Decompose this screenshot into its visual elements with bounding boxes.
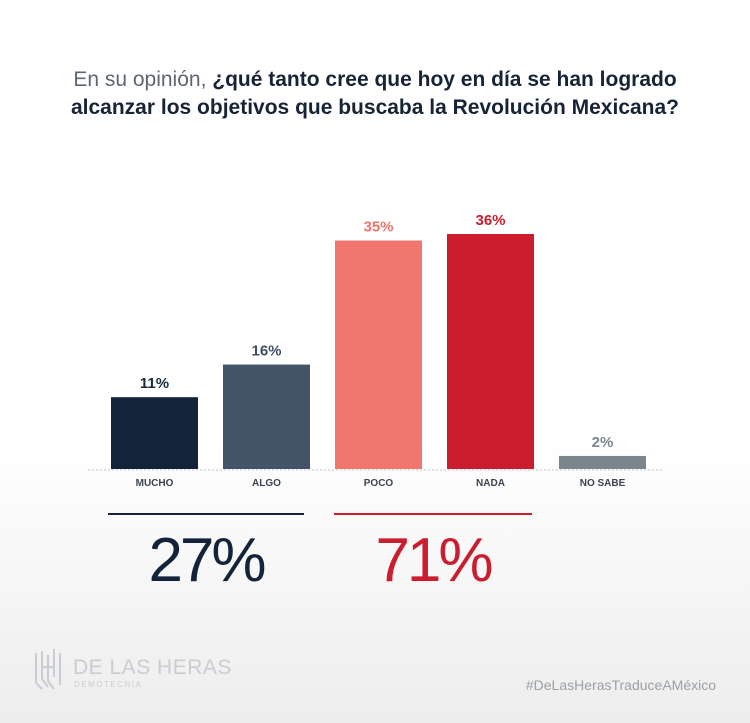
category-label-no-sabe: NO SABE <box>580 478 626 489</box>
bar-nada <box>447 234 534 469</box>
category-label-algo: ALGO <box>252 478 281 489</box>
bar-no-sabe <box>559 455 646 469</box>
title-question: ¿qué tanto cree que hoy en día se han lo… <box>70 68 680 119</box>
data-label-mucho: 11% <box>140 375 169 392</box>
logo-subtitle: DEMOTECNIA <box>74 680 143 689</box>
bar-chart: 11% MUCHO 16% ALGO 35% POCO 36% NADA 2% NO SABE <box>88 212 662 489</box>
logo-name: DE LAS HERAS <box>73 656 232 679</box>
bar-algo <box>223 364 310 469</box>
category-label-nada: NADA <box>476 478 505 489</box>
summary-line-negative <box>334 513 532 515</box>
title-lead: En su opinión, <box>73 68 207 91</box>
hashtag[interactable]: #DeLasHerasTraduceAMéxico <box>525 677 716 693</box>
category-label-poco: POCO <box>364 478 394 489</box>
category-label-mucho: MUCHO <box>136 478 174 489</box>
data-label-nada: 36% <box>475 212 505 229</box>
summary-line-positive <box>108 513 304 515</box>
logo-icon <box>35 649 61 690</box>
bar-poco <box>335 240 422 469</box>
data-label-poco: 35% <box>363 219 393 236</box>
summary-value-negative: 71% <box>375 526 493 595</box>
company-logo: DE LAS HERAS DEMOTECNIA <box>33 647 231 697</box>
summary-value-positive: 27% <box>148 526 266 595</box>
bar-mucho <box>111 397 198 469</box>
data-label-no-sabe: 2% <box>592 434 614 451</box>
chart-title: En su opinión, ¿qué tanto cree que hoy e… <box>60 66 690 122</box>
data-label-algo: 16% <box>251 343 281 360</box>
